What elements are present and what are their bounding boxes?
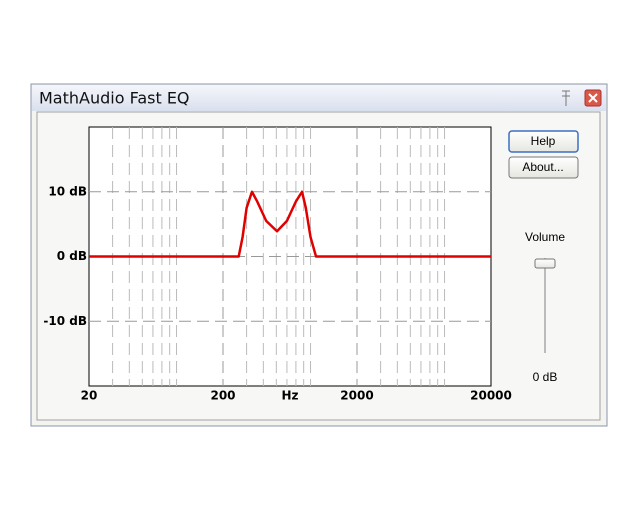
x-tick-label: 20000	[470, 389, 512, 403]
y-tick-label: -10 dB	[43, 314, 87, 328]
volume-value: 0 dB	[533, 370, 558, 384]
about-button[interactable]	[508, 156, 579, 179]
window-title: MathAudio Fast EQ	[39, 89, 190, 108]
x-tick-label: 200	[210, 389, 235, 403]
volume-label: Volume	[525, 230, 565, 244]
y-tick-label: 10 dB	[48, 184, 87, 198]
help-button[interactable]	[508, 130, 579, 153]
y-tick-label: 0 dB	[57, 249, 87, 263]
volume-slider[interactable]	[534, 258, 556, 269]
help-label: Help	[531, 134, 556, 148]
x-tick-label: 20	[81, 389, 98, 403]
close-icon	[588, 93, 598, 103]
eq-curve	[89, 190, 491, 258]
slider-track	[544, 258, 546, 353]
about-label: About...	[522, 160, 563, 174]
x-tick-label: 2000	[340, 389, 373, 403]
x-axis-label: Hz	[281, 389, 298, 403]
title-bar	[32, 85, 606, 111]
pin-icon	[562, 90, 570, 106]
chart: 20 200 2000 20000 Hz 10 dB 0 dB -10 dB	[43, 127, 512, 403]
